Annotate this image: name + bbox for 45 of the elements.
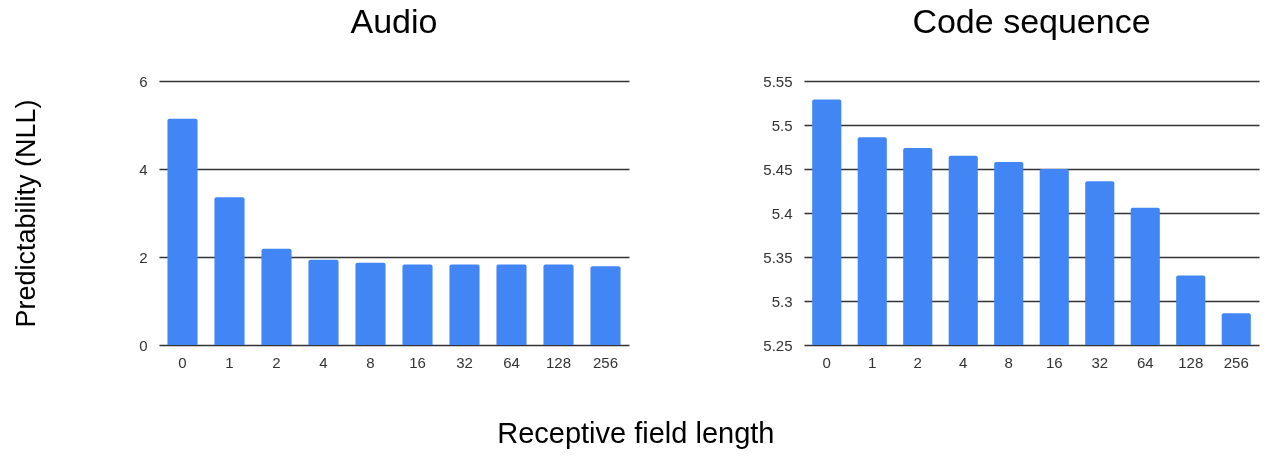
x-tick-label: 1 bbox=[225, 353, 234, 371]
x-tick-label: 0 bbox=[822, 353, 831, 371]
x-tick-label: 4 bbox=[319, 353, 328, 371]
x-tick-label: 2 bbox=[272, 353, 281, 371]
bar bbox=[214, 197, 245, 345]
x-axis-title: Receptive field length bbox=[497, 417, 775, 449]
x-tick-label: 8 bbox=[366, 353, 375, 371]
y-tick-label: 5.4 bbox=[771, 204, 793, 222]
x-tick-label: 64 bbox=[503, 353, 520, 371]
x-tick-label: 32 bbox=[1091, 353, 1109, 371]
bar bbox=[449, 264, 480, 345]
y-tick-label: 4 bbox=[139, 160, 148, 178]
y-tick-label: 5.35 bbox=[763, 248, 793, 266]
x-tick-label: 1 bbox=[868, 353, 877, 371]
bar bbox=[590, 266, 621, 345]
y-tick-label: 5.25 bbox=[763, 336, 793, 354]
bar bbox=[496, 264, 527, 345]
x-tick-label: 0 bbox=[178, 353, 187, 371]
chart-title: Audio bbox=[350, 2, 438, 40]
chart-title: Code sequence bbox=[912, 2, 1151, 40]
y-axis-title: Predictability (NLL) bbox=[11, 99, 42, 328]
x-tick-label: 256 bbox=[592, 353, 619, 371]
x-tick-label: 2 bbox=[913, 353, 922, 371]
y-tick-label: 5.3 bbox=[771, 292, 793, 310]
x-tick-label: 128 bbox=[545, 353, 572, 371]
x-tick-label: 128 bbox=[1178, 353, 1204, 371]
y-tick-label: 5.5 bbox=[771, 116, 793, 134]
bar bbox=[355, 262, 386, 345]
y-tick-label: 6 bbox=[139, 72, 148, 90]
x-tick-label: 16 bbox=[409, 353, 426, 371]
bar bbox=[543, 264, 574, 345]
y-tick-label: 0 bbox=[139, 336, 148, 354]
y-tick-label: 5.55 bbox=[763, 72, 793, 90]
y-tick-label: 5.45 bbox=[763, 160, 793, 178]
x-tick-label: 32 bbox=[456, 353, 473, 371]
bar bbox=[308, 259, 339, 345]
y-tick-label: 2 bbox=[139, 248, 148, 266]
bar bbox=[402, 264, 433, 345]
x-tick-label: 64 bbox=[1136, 353, 1154, 371]
bar bbox=[167, 118, 198, 345]
bar bbox=[261, 248, 292, 345]
x-tick-label: 8 bbox=[1004, 353, 1013, 371]
x-tick-label: 4 bbox=[959, 353, 968, 371]
x-tick-label: 16 bbox=[1045, 353, 1063, 371]
x-tick-label: 256 bbox=[1223, 353, 1249, 371]
